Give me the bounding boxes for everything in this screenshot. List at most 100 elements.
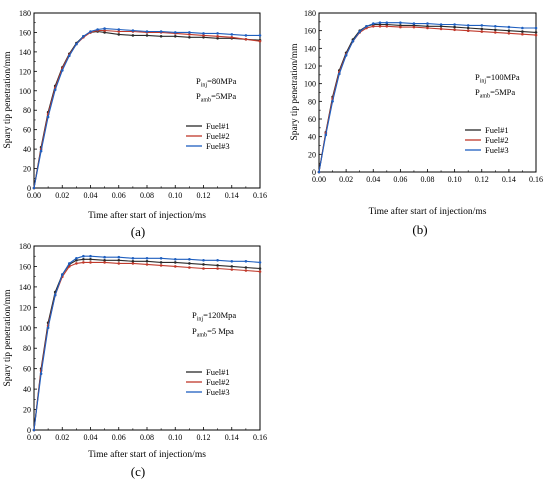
data-point (131, 29, 135, 32)
data-point (174, 31, 177, 34)
data-point (159, 257, 163, 260)
data-point (258, 270, 262, 273)
series-line (33, 261, 261, 431)
data-point (480, 24, 484, 27)
legend-label: Fuel#2 (485, 135, 509, 145)
y-tick-label: 160 (304, 27, 316, 36)
annotation-subscript: amb (197, 333, 207, 339)
y-tick-label: 20 (23, 165, 31, 174)
x-tick-label: 0.02 (55, 433, 69, 442)
x-tick-label: 0.16 (253, 433, 267, 442)
x-tick-label: 0.00 (27, 191, 41, 200)
x-tick-label: 0.14 (502, 175, 516, 184)
x-tick-label: 0.10 (448, 175, 462, 184)
data-point (103, 31, 106, 34)
data-point (202, 259, 205, 262)
data-point (82, 261, 85, 264)
annotation-symbol: P (196, 76, 201, 86)
y-tick-label: 40 (308, 133, 316, 142)
data-point (53, 88, 57, 92)
data-point (145, 34, 149, 37)
data-point (145, 263, 149, 266)
annotation-subscript: inj (480, 79, 487, 85)
x-tick-label: 0.06 (112, 191, 126, 200)
data-point (439, 23, 443, 26)
data-point (412, 25, 416, 29)
data-point (103, 27, 106, 30)
data-point (131, 257, 135, 260)
data-point (202, 36, 205, 39)
data-point (521, 26, 524, 30)
data-point (32, 428, 36, 432)
legend-label: Fuel#1 (206, 367, 230, 377)
data-point (103, 255, 106, 259)
data-point (338, 72, 341, 76)
x-tick-label: 0.10 (168, 433, 182, 442)
data-point (230, 268, 234, 271)
y-tick-label: 20 (308, 150, 316, 159)
data-point (385, 23, 389, 26)
y-tick-label: 120 (304, 62, 316, 71)
data-point (174, 258, 177, 261)
data-point (244, 269, 248, 272)
data-point (507, 32, 511, 35)
x-tick-label: 0.14 (225, 191, 239, 200)
x-tick-label: 0.08 (421, 175, 435, 184)
data-point (89, 261, 92, 264)
injection-pressure-annotation: Pinj=80MPa (196, 76, 237, 89)
x-tick-label: 0.12 (197, 433, 211, 442)
injection-pressure-annotation: Pinj=120Mpa (192, 310, 236, 323)
data-point (117, 33, 121, 36)
data-point (117, 259, 121, 262)
y-axis-label: Spary tip penetration/mm (3, 289, 13, 387)
data-point (188, 31, 191, 34)
series-fuel3 (32, 27, 262, 190)
x-tick-label: 0.08 (140, 191, 154, 200)
data-point (89, 254, 92, 258)
x-tick-label: 0.14 (225, 433, 239, 442)
data-point (494, 31, 497, 34)
data-point (378, 23, 382, 26)
data-point (188, 36, 191, 39)
x-tick-label: 0.00 (27, 433, 41, 442)
data-point (202, 267, 205, 270)
x-tick-label: 0.10 (168, 191, 182, 200)
data-point (216, 35, 219, 38)
data-point (466, 29, 470, 32)
data-point (32, 186, 36, 190)
data-point (372, 22, 375, 25)
legend-label: Fuel#1 (485, 125, 509, 135)
annotation-value: =120Mpa (203, 310, 236, 320)
ambient-pressure-annotation: Pamb=5 Mpa (192, 326, 234, 339)
annotation-symbol: P (475, 87, 480, 97)
x-tick-label: 0.02 (55, 191, 69, 200)
chart-panel-2: 0.00 0.02 0.04 0.06 0.08 0.10 0.12 0.14 0.16 0 20 4… (290, 9, 543, 237)
data-point (117, 262, 121, 265)
legend-label: Fuel#2 (206, 377, 230, 387)
series-fuel2 (32, 261, 262, 432)
panel-label: (a) (131, 224, 145, 239)
data-point (365, 25, 368, 28)
data-point (131, 34, 135, 37)
legend-label: Fuel#3 (206, 141, 230, 151)
data-point (61, 69, 64, 72)
data-point (534, 33, 538, 37)
data-point (174, 35, 177, 38)
y-tick-label: 160 (19, 28, 31, 37)
data-point (82, 254, 85, 258)
data-point (507, 29, 511, 32)
series-line (33, 29, 261, 189)
x-axis-label: Time after start of injection/ms (88, 210, 206, 221)
data-point (159, 30, 163, 33)
data-point (453, 23, 456, 26)
y-tick-label: 60 (23, 126, 31, 135)
data-point (351, 40, 355, 43)
data-point (412, 22, 416, 25)
data-point (230, 265, 234, 268)
data-point (103, 29, 106, 32)
y-tick-label: 140 (304, 44, 316, 53)
data-point (75, 262, 78, 265)
data-point (202, 34, 205, 37)
